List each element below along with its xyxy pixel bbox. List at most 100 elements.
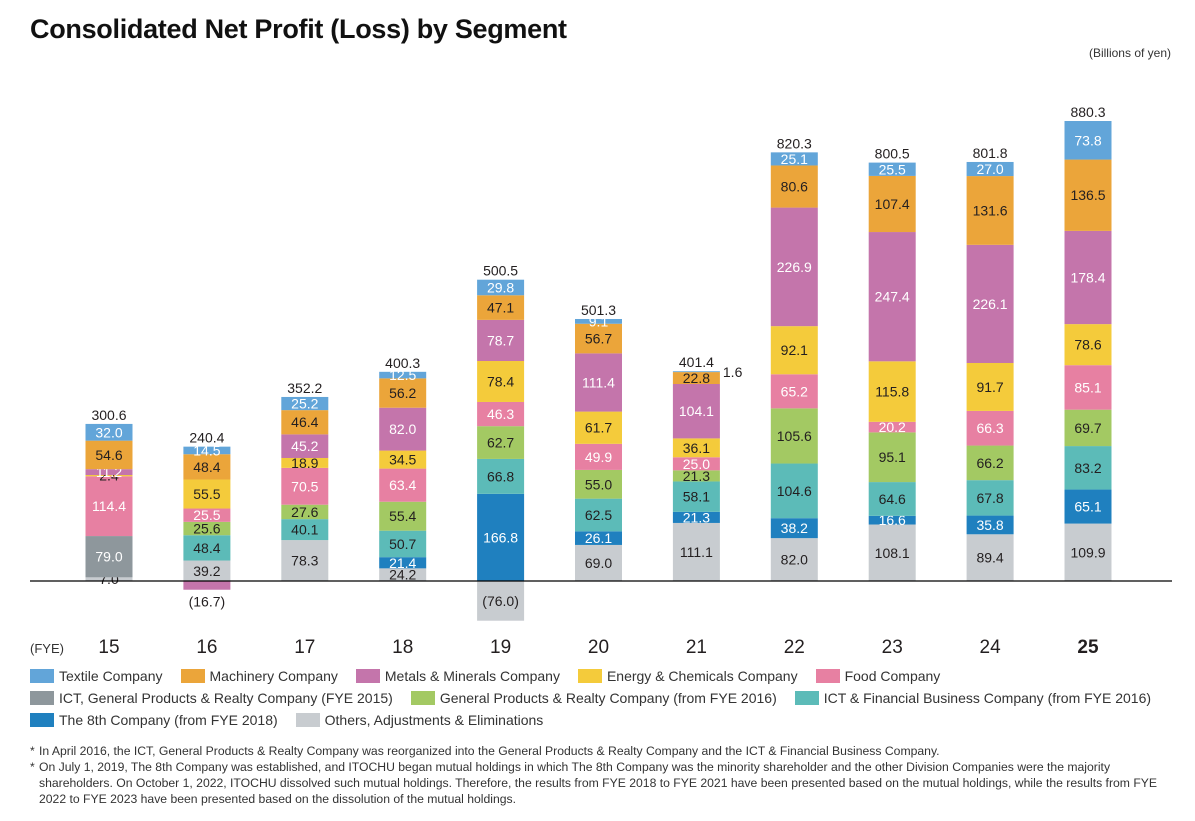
data-label: 62.7 [487,435,514,451]
bar-segment [1064,121,1112,160]
data-label: 65.1 [1074,499,1101,515]
bar-segment [770,408,818,464]
bar-segment [281,540,329,581]
legend-row: The 8th Company (from FYE 2018) Others, … [30,709,1190,731]
data-label: (16.7) [189,594,226,610]
data-label: 62.5 [585,507,612,523]
bar-segment [966,244,1014,363]
data-label: 82.0 [781,552,808,568]
legend-item-8th-company: The 8th Company (from FYE 2018) [30,712,278,728]
data-label: 25.6 [193,521,220,537]
bar-segment [770,374,818,409]
bar-segment [575,544,622,581]
data-label: 166.8 [483,529,518,545]
bar-segment [672,511,720,523]
data-label: 247.4 [875,289,910,305]
data-label: 108.1 [875,545,910,561]
legend-item-machinery: Machinery Company [180,668,338,684]
data-label: 45.2 [291,438,318,454]
total-label: 820.3 [777,135,812,151]
data-label: 136.5 [1070,187,1105,203]
data-label: 56.7 [585,331,612,347]
bar-segment [868,175,916,233]
bar-segment [379,371,427,379]
data-label: 16.6 [879,512,906,528]
bar-segment [85,423,133,441]
legend-swatch [355,669,380,683]
bar-segment [183,535,231,561]
data-label: 14.5 [193,442,220,458]
legend-label: Metals & Minerals Company [384,668,560,684]
unit-label: (Billions of yen) [1088,46,1171,60]
legend-row: Textile Company Machinery Company Metals… [30,665,1190,687]
data-label: 95.1 [879,449,906,465]
x-tick-label: 23 [882,637,903,658]
data-label: 35.8 [976,517,1003,533]
data-label: 91.7 [976,379,1003,395]
total-label: 352.2 [287,380,322,396]
bar-segment [672,457,720,471]
total-label: 501.3 [581,302,616,318]
bar-segment [85,469,133,476]
bar-segment [966,362,1014,411]
data-label: 89.4 [976,550,1003,566]
footnote-marker: * [30,744,35,758]
legend-item-general-products: General Products & Realty Company (from … [410,690,777,706]
data-label: 32.0 [95,424,122,440]
legend-item-ict-financial: ICT & Financial Business Company (from F… [794,690,1151,706]
data-label: 39.2 [193,563,220,579]
bar-segment [868,432,916,483]
bar-segment [1064,230,1112,325]
data-label: 63.4 [389,477,416,493]
bar-segment [85,476,133,537]
data-label: 73.8 [1074,132,1101,148]
data-label: 34.5 [389,452,416,468]
bar-segment [672,481,720,512]
bar-segment [379,450,427,469]
bar-segment [477,581,525,621]
bar-segment [966,515,1014,535]
bar-segment [183,581,231,590]
legend-item-others: Others, Adjustments & Eliminations [295,712,543,728]
bar-segment [770,207,818,327]
bar-segment [868,482,916,516]
bar-segment [868,361,916,422]
data-label: 80.6 [781,179,808,195]
data-label: 69.7 [1074,420,1101,436]
legend-label: Food Company [844,668,941,684]
legend-item-textile: Textile Company [30,668,163,684]
bar-segment [477,295,525,320]
data-label: 24.2 [389,567,416,583]
footnote-text: In April 2016, the ICT, General Products… [39,744,940,758]
legend-label: The 8th Company (from FYE 2018) [59,712,278,728]
legend-swatch [577,669,602,683]
data-label: 54.6 [95,447,122,463]
bar-segment [966,534,1014,581]
legend-label: ICT, General Products & Realty Company (… [59,690,393,706]
data-label: 115.8 [875,384,909,400]
bar-segment [281,396,329,411]
bar-segment [1064,324,1112,366]
bar-segment [281,504,329,520]
bar-segment [575,411,622,444]
data-label: 78.4 [487,373,514,389]
data-label: 104.1 [679,403,714,419]
bar-segment [868,232,916,362]
data-label: 226.1 [973,296,1008,312]
legend-swatch [295,713,320,727]
bar-segment [672,371,720,373]
data-label: 27.6 [291,504,318,520]
data-label: 55.0 [585,476,612,492]
data-label: 29.8 [487,279,514,295]
bar-segment [379,407,427,451]
data-label: 25.1 [781,151,808,167]
data-label: 78.6 [1074,337,1101,353]
data-label: 40.1 [291,522,318,538]
total-label: 880.3 [1070,104,1105,120]
data-label: 78.3 [291,553,318,569]
bar-segment [379,568,427,581]
bar-segment [85,577,133,581]
data-label: 1.6 [723,364,743,380]
x-tick-label: 24 [980,637,1002,658]
data-label: 178.4 [1070,270,1105,286]
